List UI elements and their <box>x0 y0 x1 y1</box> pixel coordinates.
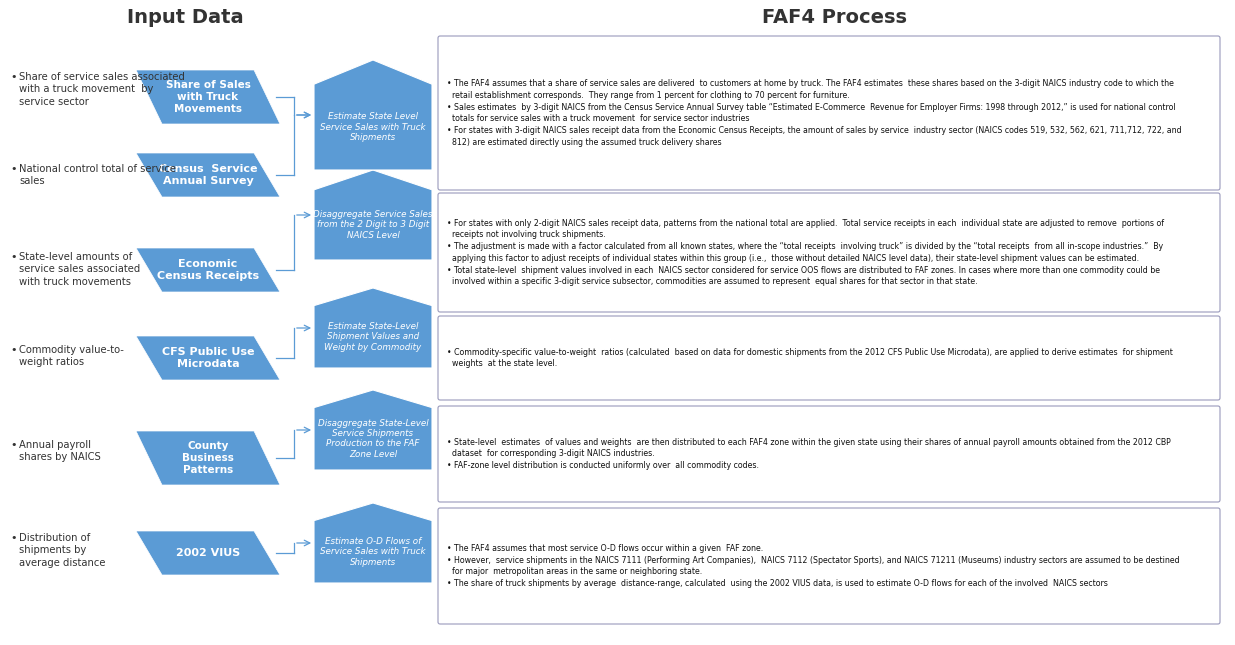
Text: Estimate State-Level
Shipment Values and
Weight by Commodity: Estimate State-Level Shipment Values and… <box>325 322 421 352</box>
Text: 2002 VIUS: 2002 VIUS <box>175 548 240 558</box>
Text: County
Business
Patterns: County Business Patterns <box>182 441 233 475</box>
FancyBboxPatch shape <box>438 36 1220 190</box>
Polygon shape <box>136 531 280 575</box>
Text: FAF4 Process: FAF4 Process <box>762 8 908 27</box>
Text: Estimate O-D Flows of
Service Sales with Truck
Shipments: Estimate O-D Flows of Service Sales with… <box>320 537 426 567</box>
Text: Disaggregate Service Sales
from the 2 Digit to 3 Digit
NAICS Level: Disaggregate Service Sales from the 2 Di… <box>314 210 432 240</box>
Text: Economic
Census Receipts: Economic Census Receipts <box>157 259 259 281</box>
Polygon shape <box>314 390 432 470</box>
Polygon shape <box>314 503 432 583</box>
Text: Estimate State Level
Service Sales with Truck
Shipments: Estimate State Level Service Sales with … <box>320 112 426 142</box>
Text: Census  Service
Annual Survey: Census Service Annual Survey <box>159 164 257 186</box>
FancyBboxPatch shape <box>438 508 1220 624</box>
Text: •: • <box>10 440 16 450</box>
Text: •: • <box>10 164 16 174</box>
Text: • The FAF4 assumes that a share of service sales are delivered  to customers at : • The FAF4 assumes that a share of servi… <box>447 79 1182 147</box>
Text: National control total of service
sales: National control total of service sales <box>19 164 177 186</box>
FancyBboxPatch shape <box>438 193 1220 312</box>
Polygon shape <box>314 170 432 260</box>
Text: Share of Sales
with Truck
Movements: Share of Sales with Truck Movements <box>165 81 251 114</box>
Text: • Commodity-specific value-to-weight  ratios (calculated  based on data for dome: • Commodity-specific value-to-weight rat… <box>447 348 1173 368</box>
FancyBboxPatch shape <box>438 316 1220 400</box>
Polygon shape <box>136 153 280 197</box>
Text: Input Data: Input Data <box>127 8 243 27</box>
Text: •: • <box>10 252 16 262</box>
Polygon shape <box>136 431 280 485</box>
Text: •: • <box>10 345 16 355</box>
Text: •: • <box>10 533 16 543</box>
Text: State-level amounts of
service sales associated
with truck movements: State-level amounts of service sales ass… <box>19 252 141 287</box>
Text: • For states with only 2-digit NAICS sales receipt data, patterns from the natio: • For states with only 2-digit NAICS sal… <box>447 219 1165 286</box>
Text: • State-level  estimates  of values and weights  are then distributed to each FA: • State-level estimates of values and we… <box>447 438 1171 470</box>
FancyBboxPatch shape <box>438 406 1220 502</box>
Polygon shape <box>136 248 280 292</box>
Polygon shape <box>314 60 432 170</box>
Text: Annual payroll
shares by NAICS: Annual payroll shares by NAICS <box>19 440 101 462</box>
Polygon shape <box>314 288 432 368</box>
Text: Disaggregate State-Level
Service Shipments
Production to the FAF
Zone Level: Disaggregate State-Level Service Shipmen… <box>317 419 429 459</box>
Polygon shape <box>136 336 280 380</box>
Text: CFS Public Use
Microdata: CFS Public Use Microdata <box>162 347 254 369</box>
Text: • The FAF4 assumes that most service O-D flows occur within a given  FAF zone.
•: • The FAF4 assumes that most service O-D… <box>447 544 1179 588</box>
Polygon shape <box>136 70 280 124</box>
Text: Distribution of
shipments by
average distance: Distribution of shipments by average dis… <box>19 533 105 568</box>
Text: Share of service sales associated
with a truck movement  by
service sector: Share of service sales associated with a… <box>19 72 185 107</box>
Text: •: • <box>10 72 16 82</box>
Text: Commodity value-to-
weight ratios: Commodity value-to- weight ratios <box>19 345 124 368</box>
